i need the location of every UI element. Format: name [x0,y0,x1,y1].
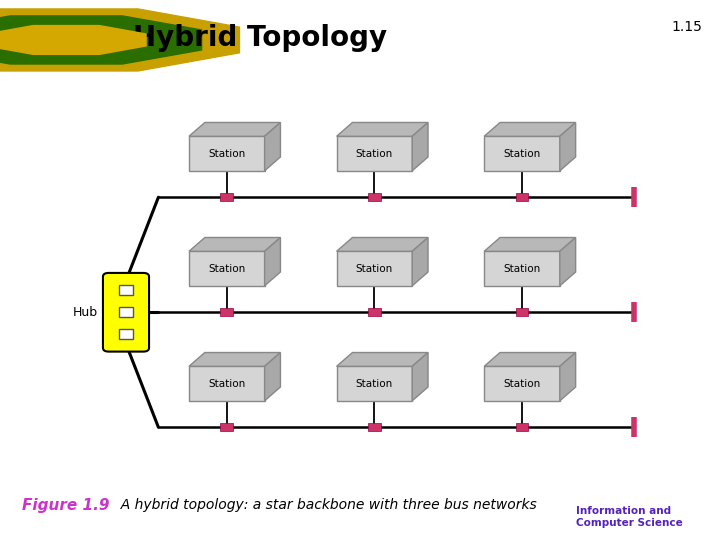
Bar [337,366,413,401]
Text: Station: Station [503,379,541,389]
Polygon shape [412,123,428,171]
Polygon shape [560,238,576,286]
Polygon shape [560,353,576,401]
Polygon shape [412,353,428,401]
Bar [189,251,265,286]
Text: Station: Station [356,379,393,389]
Polygon shape [189,123,281,136]
Bar [516,308,528,316]
Bar [119,329,133,340]
Bar [516,193,528,201]
Bar [368,193,381,201]
Bar [368,423,381,431]
Bar [337,136,413,171]
Text: Station: Station [208,264,246,274]
Polygon shape [484,353,576,366]
Polygon shape [189,353,281,366]
Bar [119,307,133,318]
Text: Hub: Hub [73,306,98,319]
Bar [516,423,528,431]
Bar [368,308,381,316]
Bar [189,136,265,171]
Polygon shape [337,353,428,366]
Text: Figure 1.9: Figure 1.9 [22,498,109,513]
Polygon shape [337,123,428,136]
Polygon shape [337,238,428,251]
Polygon shape [265,353,281,401]
Bar [484,366,560,401]
Text: Station: Station [356,264,393,274]
Text: Station: Station [356,148,393,159]
Bar [220,423,233,431]
Text: Information and
Computer Science: Information and Computer Science [576,506,683,529]
Polygon shape [265,123,281,171]
Text: Station: Station [503,148,541,159]
Polygon shape [0,16,202,64]
Polygon shape [412,238,428,286]
Bar [119,285,133,295]
Text: 1.15: 1.15 [671,20,702,34]
Text: Hybrid Topology: Hybrid Topology [133,24,387,52]
Bar [337,251,413,286]
FancyBboxPatch shape [103,273,149,352]
Polygon shape [0,9,240,71]
Polygon shape [189,238,281,251]
Text: Station: Station [503,264,541,274]
Bar [220,193,233,201]
Bar [484,136,560,171]
Polygon shape [484,123,576,136]
Polygon shape [484,238,576,251]
Text: Station: Station [208,379,246,389]
Text: Station: Station [208,148,246,159]
Text: A hybrid topology: a star backbone with three bus networks: A hybrid topology: a star backbone with … [112,498,536,512]
Polygon shape [0,25,146,55]
Bar [484,251,560,286]
Polygon shape [265,238,281,286]
Polygon shape [560,123,576,171]
Bar [220,308,233,316]
Bar [189,366,265,401]
